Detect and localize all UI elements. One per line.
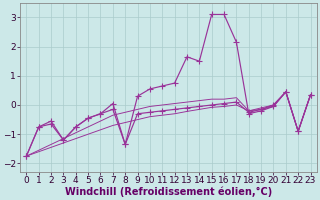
X-axis label: Windchill (Refroidissement éolien,°C): Windchill (Refroidissement éolien,°C) bbox=[65, 187, 272, 197]
